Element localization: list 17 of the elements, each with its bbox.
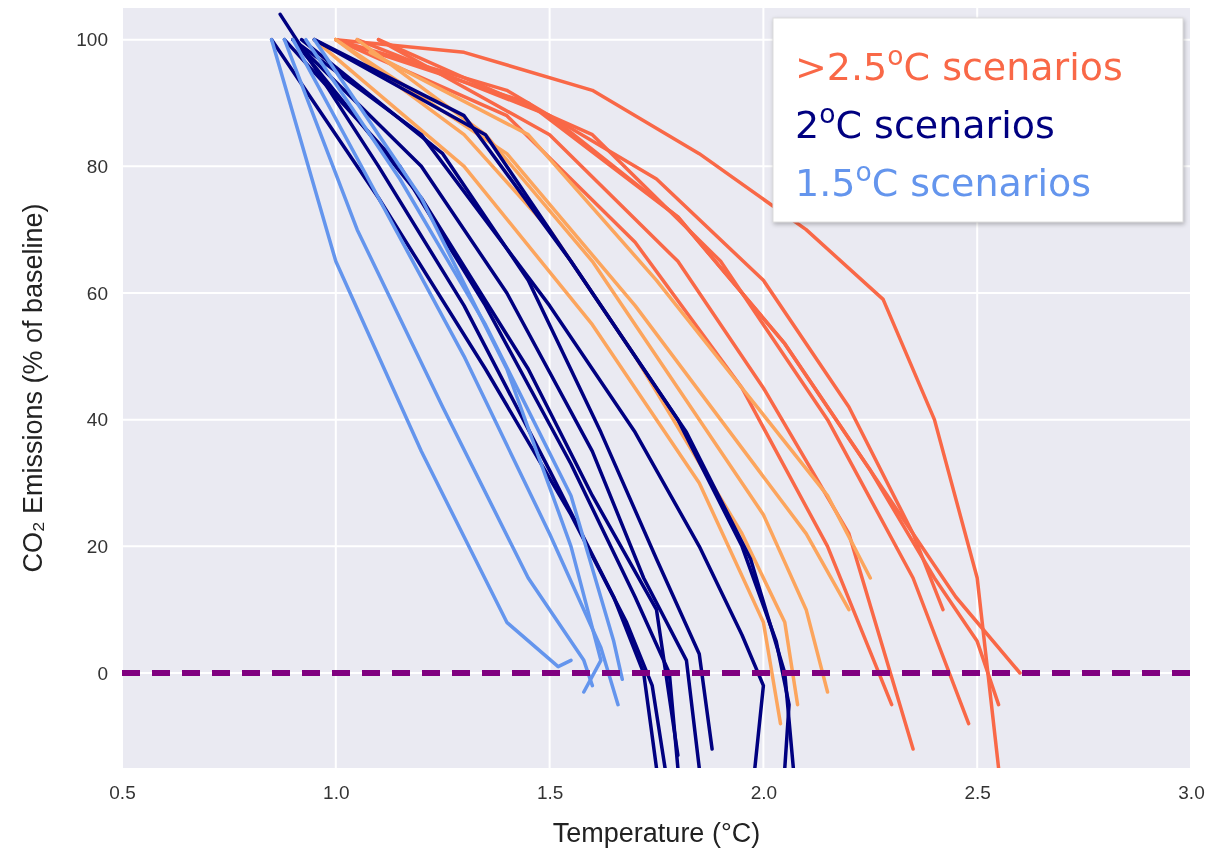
- x-tick-label: 1.0: [323, 782, 350, 804]
- y-tick-label: 40: [86, 409, 108, 431]
- y-tick-label: 100: [76, 29, 108, 51]
- x-tick-label: 3.0: [1178, 782, 1205, 804]
- y-tick-label: 0: [97, 662, 108, 684]
- x-tick-label: 2.5: [964, 782, 991, 804]
- x-axis-title: Temperature (°C): [552, 818, 761, 848]
- text: 2$^{o}$C scenarios: [795, 97, 1055, 147]
- y-tick-label: 20: [86, 535, 108, 557]
- y-axis-title: CO₂ Emissions (% of baseline): [18, 203, 48, 573]
- x-tick-label: 0.5: [109, 782, 136, 804]
- y-tick-label: 60: [86, 282, 108, 304]
- x-tick-label: 1.5: [536, 782, 564, 804]
- text: >2.5$^{o}$C scenarios: [795, 39, 1123, 89]
- y-tick-label: 80: [86, 155, 108, 177]
- text: 1.5$^{o}$C scenarios: [795, 155, 1091, 205]
- x-tick-label: 2.0: [750, 782, 778, 804]
